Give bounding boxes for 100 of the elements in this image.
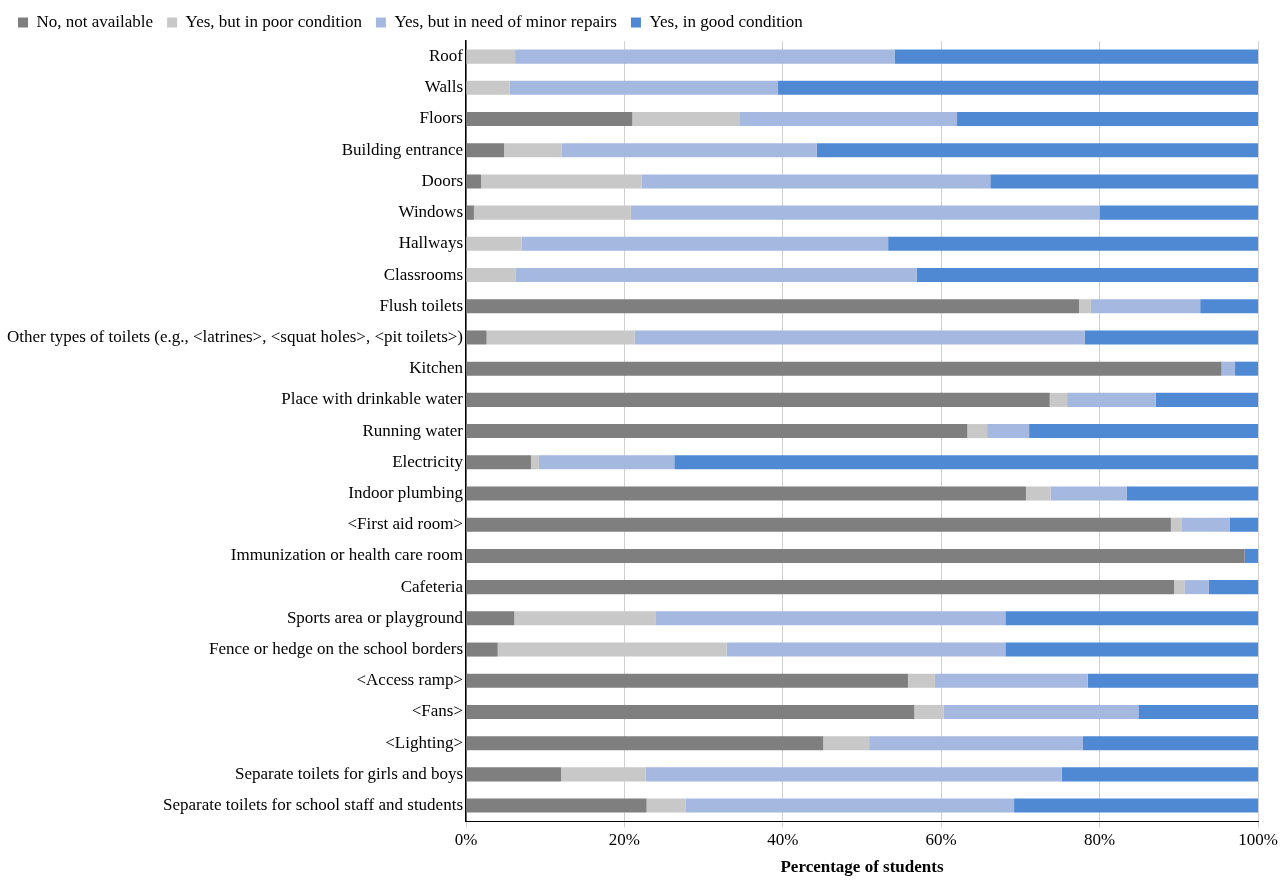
bar [1029, 424, 1258, 439]
bar [466, 767, 562, 782]
bar [466, 143, 505, 158]
bar [466, 80, 510, 95]
bar [1184, 580, 1209, 595]
y-tick-label: Electricity [392, 451, 464, 471]
bar [504, 143, 562, 158]
bar [1084, 330, 1258, 345]
x-tick-label: 100% [1238, 829, 1278, 849]
bar [740, 112, 958, 127]
y-tick-label: Sports area or playground [286, 607, 464, 627]
x-tick-label: 60% [925, 829, 957, 849]
bar [1208, 580, 1258, 595]
y-tick-label: Classrooms [383, 264, 463, 284]
y-tick-label: Other types of toilets (e.g., <latrines>, <squat holes>, <pit toilets>) [6, 326, 463, 346]
bar [674, 455, 1258, 470]
bar [1174, 580, 1185, 595]
bar [916, 268, 1258, 283]
y-tick-label: Kitchen [409, 358, 464, 378]
x-axis-title: Percentage of students [780, 857, 944, 877]
y-tick-label: <Access ramp> [356, 670, 463, 690]
bar [466, 112, 633, 127]
bar [466, 642, 498, 657]
bar [466, 392, 1050, 407]
bar [466, 736, 824, 751]
bar [561, 143, 817, 158]
bar [1235, 361, 1258, 376]
bar [466, 424, 968, 439]
y-tick-label: Running water [362, 420, 464, 440]
bar [1138, 704, 1258, 719]
bar [823, 736, 870, 751]
y-tick-label: Walls [424, 77, 463, 97]
bar [1061, 767, 1258, 782]
bar [1244, 548, 1258, 563]
y-tick-label: Separate toilets for school staff and students [163, 795, 463, 815]
bar [530, 455, 539, 470]
bar [466, 330, 487, 345]
bar [466, 49, 516, 64]
bar [1005, 611, 1258, 626]
bar [1087, 673, 1258, 688]
bar [466, 299, 1080, 314]
legend-label: Yes, in good condition [649, 11, 804, 31]
bar [957, 112, 1258, 127]
bar [1221, 361, 1236, 376]
bar [1200, 299, 1258, 314]
y-tick-label: <Lighting> [385, 732, 463, 752]
x-tick-label: 40% [767, 829, 799, 849]
legend-label: Yes, but in need of minor repairs [394, 11, 617, 31]
y-tick-label: Doors [421, 170, 463, 190]
bar [869, 736, 1083, 751]
bar [987, 424, 1030, 439]
bar [466, 580, 1175, 595]
bar [466, 704, 915, 719]
bar [778, 80, 1258, 95]
bar [1155, 392, 1258, 407]
bar [641, 174, 991, 189]
y-tick-label: Indoor plumbing [348, 482, 464, 502]
bar [645, 767, 1062, 782]
bar [515, 49, 895, 64]
y-tick-label: <Fans> [411, 701, 463, 721]
bar [888, 236, 1258, 251]
bar [1181, 517, 1230, 532]
legend-label: Yes, but in poor condition [185, 11, 363, 31]
y-tick-label: <First aid room> [347, 514, 463, 534]
bar [990, 174, 1258, 189]
bar [466, 611, 515, 626]
bar [816, 143, 1258, 158]
bar [466, 517, 1171, 532]
bar [466, 798, 647, 813]
bar [466, 673, 908, 688]
y-tick-label: Building entrance [341, 139, 463, 159]
bar [655, 611, 1006, 626]
bar [1090, 299, 1201, 314]
bar [634, 330, 1085, 345]
y-tick-label: Fence or hedge on the school borders [209, 639, 463, 659]
bar [1170, 517, 1182, 532]
bar [1082, 736, 1258, 751]
y-tick-label: Flush toilets [379, 295, 463, 315]
bar [466, 548, 1245, 563]
bar [1099, 205, 1258, 220]
bar [685, 798, 1015, 813]
bar [466, 361, 1222, 376]
bar [1229, 517, 1258, 532]
x-tick-label: 0% [454, 829, 478, 849]
bar [1050, 486, 1127, 501]
bar [466, 236, 522, 251]
bar [538, 455, 675, 470]
bar [894, 49, 1258, 64]
bar [466, 455, 531, 470]
x-tick-label: 80% [1084, 829, 1116, 849]
bar [632, 112, 741, 127]
bar [907, 673, 935, 688]
y-tick-label: Cafeteria [400, 576, 464, 596]
bar [521, 236, 889, 251]
y-tick-label: Floors [419, 108, 463, 128]
y-tick-label: Hallways [398, 233, 463, 253]
bar [1049, 392, 1068, 407]
bar [630, 205, 1100, 220]
bar [1067, 392, 1156, 407]
bar [646, 798, 686, 813]
